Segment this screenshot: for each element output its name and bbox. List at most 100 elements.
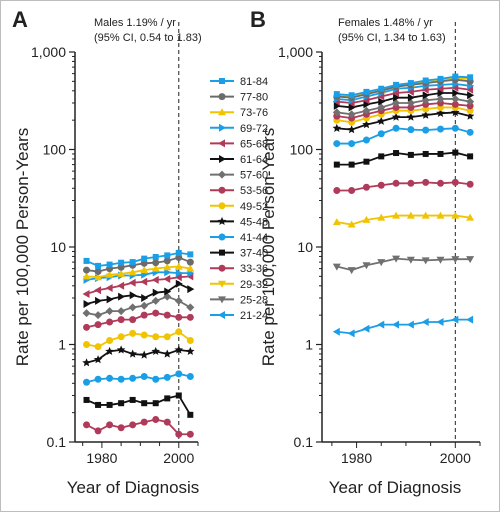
data-point bbox=[94, 427, 102, 435]
data-point bbox=[437, 75, 444, 82]
legend-item: 61-64 bbox=[210, 154, 268, 166]
data-point bbox=[163, 418, 171, 426]
series-line bbox=[86, 330, 191, 348]
legend-marker bbox=[219, 123, 226, 132]
series-line bbox=[336, 214, 471, 226]
data-point bbox=[174, 262, 183, 270]
data-point bbox=[82, 272, 91, 280]
legend-item: 81-84 bbox=[210, 76, 268, 88]
data-point bbox=[422, 126, 430, 134]
data-point bbox=[437, 88, 445, 97]
data-point bbox=[175, 269, 183, 278]
data-point bbox=[333, 91, 340, 98]
data-point bbox=[377, 213, 386, 221]
data-point bbox=[187, 285, 195, 294]
data-point bbox=[378, 85, 385, 92]
series-line bbox=[86, 348, 191, 364]
data-point bbox=[465, 111, 475, 120]
data-point bbox=[141, 400, 148, 407]
legend-marker bbox=[218, 93, 226, 101]
data-point bbox=[348, 186, 356, 194]
data-point bbox=[175, 279, 183, 288]
data-point bbox=[378, 153, 385, 160]
data-point bbox=[164, 252, 171, 259]
data-point bbox=[163, 263, 172, 271]
data-point bbox=[164, 395, 171, 402]
y-tick-label: 1 bbox=[305, 337, 313, 353]
data-point bbox=[106, 374, 114, 382]
data-point bbox=[451, 83, 459, 92]
data-point bbox=[407, 151, 414, 158]
data-point bbox=[174, 345, 184, 354]
data-point bbox=[116, 345, 126, 354]
x-tick-label: 1980 bbox=[341, 450, 372, 466]
data-point bbox=[95, 401, 102, 408]
data-point bbox=[452, 73, 459, 80]
data-point bbox=[94, 343, 102, 351]
series-29-32 bbox=[332, 211, 475, 228]
data-point bbox=[362, 183, 370, 191]
data-point bbox=[175, 249, 182, 256]
data-point bbox=[117, 281, 125, 290]
legend-item: 77-80 bbox=[210, 92, 268, 104]
series-53-56 bbox=[83, 309, 194, 331]
chart-panel-b: B Females 1.48% / yr (95% CI, 1.34 to 1.63… bbox=[250, 7, 481, 497]
data-point bbox=[363, 100, 371, 109]
data-point bbox=[436, 94, 445, 103]
legend-marker bbox=[218, 296, 226, 304]
data-point bbox=[83, 378, 91, 386]
y-tick-label: 1,000 bbox=[278, 44, 313, 60]
data-point bbox=[436, 84, 444, 93]
data-point bbox=[332, 263, 341, 271]
y-tick-label: 100 bbox=[290, 142, 314, 158]
panel-letter: B bbox=[250, 7, 266, 32]
y-tick-label: 10 bbox=[50, 239, 66, 255]
data-point bbox=[451, 256, 460, 264]
data-point bbox=[186, 336, 194, 344]
legend-marker bbox=[219, 78, 225, 84]
data-point bbox=[118, 400, 125, 407]
series-37-40 bbox=[333, 149, 474, 168]
legend-item: 29-32 bbox=[210, 279, 268, 291]
data-point bbox=[392, 88, 400, 97]
data-point bbox=[436, 318, 444, 327]
series-line bbox=[336, 75, 471, 97]
data-point bbox=[129, 329, 137, 337]
data-point bbox=[347, 329, 355, 338]
legend-item: 45-48 bbox=[210, 216, 268, 228]
data-point bbox=[467, 91, 475, 100]
data-point bbox=[186, 430, 194, 438]
legend-label: 61-64 bbox=[240, 154, 268, 166]
data-point bbox=[363, 158, 370, 165]
legend-item: 53-56 bbox=[210, 185, 268, 197]
legend-label: 33-36 bbox=[240, 263, 268, 275]
data-point bbox=[451, 100, 459, 108]
data-point bbox=[105, 307, 114, 316]
data-point bbox=[407, 80, 414, 87]
series-line bbox=[86, 295, 191, 317]
data-point bbox=[348, 161, 355, 168]
data-point bbox=[437, 179, 444, 187]
data-point bbox=[129, 316, 137, 324]
data-point bbox=[377, 320, 385, 329]
series-57-60 bbox=[82, 292, 195, 320]
data-point bbox=[452, 149, 459, 156]
data-point bbox=[362, 215, 371, 223]
data-point bbox=[139, 350, 149, 359]
data-point bbox=[466, 102, 474, 110]
data-point bbox=[392, 255, 401, 263]
data-point bbox=[140, 331, 148, 339]
data-point bbox=[332, 218, 341, 226]
data-point bbox=[437, 99, 444, 107]
series-line bbox=[336, 92, 471, 109]
legend-label: 21-24 bbox=[240, 310, 268, 322]
data-point bbox=[377, 130, 385, 138]
series-line bbox=[86, 372, 191, 384]
series-33-36 bbox=[83, 416, 194, 438]
y-tick-label: 100 bbox=[43, 142, 67, 158]
data-point bbox=[451, 107, 460, 117]
data-point bbox=[348, 92, 355, 99]
legend-marker bbox=[218, 170, 226, 179]
data-point bbox=[152, 400, 159, 407]
series-line bbox=[86, 256, 191, 273]
